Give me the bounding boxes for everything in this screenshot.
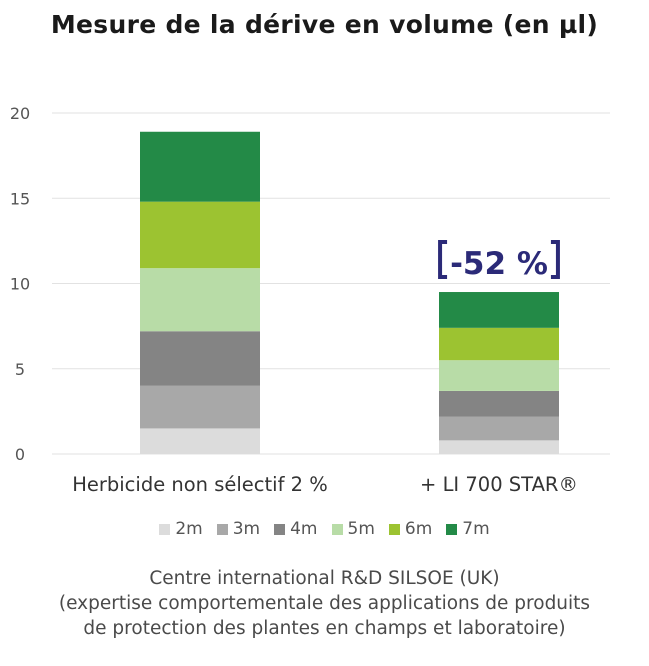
source-line-3: de protection des plantes en champs et l… (83, 618, 566, 639)
legend-label: 7m (462, 519, 490, 539)
source-note: Centre international R&D SILSOE (UK) (ex… (0, 566, 649, 641)
bar-segment-7m (439, 292, 559, 328)
legend-swatch (388, 523, 400, 535)
bracket-right (550, 240, 560, 280)
x-axis-labels: Herbicide non sélectif 2 % + LI 700 STAR® (72, 473, 578, 496)
bar-segment-4m (140, 331, 260, 386)
legend-label: 4m (290, 519, 318, 539)
legend-item-3m: 3m (216, 519, 261, 539)
legend-label: 3m (232, 519, 261, 539)
stacked-bar-chart: 0 5 10 15 20 Herbicide non sélectif 2 % + LI … (10, 104, 610, 496)
bar-segment-6m (140, 201, 260, 269)
bracket-left (438, 240, 448, 280)
x-category-label: Herbicide non sélectif 2 % (72, 473, 328, 496)
y-tick-label: 10 (10, 275, 30, 294)
bar-segment-6m (439, 327, 559, 361)
bar-segment-5m (439, 360, 559, 391)
legend-item-4m: 4m (274, 519, 318, 539)
legend-swatch (331, 523, 343, 535)
legend-item-7m: 7m (446, 519, 490, 539)
bar-segment-3m (439, 416, 559, 441)
legend-swatch (274, 523, 286, 535)
source-line-1: Centre international R&D SILSOE (UK) (149, 568, 500, 589)
legend-swatch (216, 523, 228, 535)
bar-segment-2m (140, 428, 260, 454)
legend-swatch (159, 523, 171, 535)
legend-swatch (446, 523, 458, 535)
legend-item-6m: 6m (388, 519, 433, 539)
y-axis-ticks: 0 5 10 15 20 (10, 104, 30, 464)
bars (140, 131, 559, 454)
bar-segment-4m (439, 390, 559, 417)
x-category-label: + LI 700 STAR® (420, 473, 578, 496)
legend-item-2m: 2m (159, 519, 203, 539)
y-tick-label: 15 (10, 189, 30, 208)
legend-label: 5m (347, 519, 375, 539)
legend-label: 6m (404, 519, 433, 539)
reduction-label: -52 % (450, 246, 548, 282)
chart-title: Mesure de la dérive en volume (en µl) (50, 10, 599, 39)
y-tick-label: 0 (15, 445, 25, 464)
annotation: -52 % (438, 240, 560, 282)
bar-segment-5m (140, 268, 260, 332)
legend: 2m 3m 4m 5m 6m 7m (0, 519, 649, 539)
legend-item-5m: 5m (331, 519, 375, 539)
legend-label: 2m (175, 519, 203, 539)
bar-segment-3m (140, 385, 260, 429)
y-tick-label: 5 (15, 360, 25, 379)
source-line-2: (expertise comportementale des applicati… (58, 593, 591, 614)
y-tick-label: 20 (10, 104, 30, 123)
bar-segment-2m (439, 440, 559, 454)
bar-segment-7m (140, 131, 260, 202)
